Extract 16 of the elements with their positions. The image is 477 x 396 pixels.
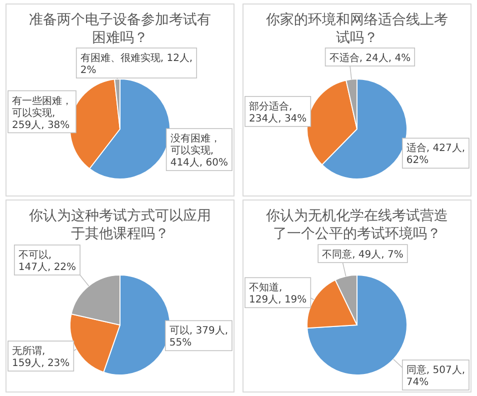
- slice-label: 没有困难，可以实现, 414人, 60%: [170, 132, 228, 169]
- slice-label: 可以, 379人, 55%: [169, 324, 228, 349]
- slice-label: 同意, 507人, 74%: [406, 364, 465, 388]
- slice-label: 无所谓, 159人, 23%: [12, 345, 70, 370]
- slice-label: 不同意, 49人, 7%: [322, 248, 404, 261]
- slice-label: 不知道, 129人, 19%: [249, 282, 307, 306]
- slice-label: 适合, 427人, 62%: [406, 142, 465, 166]
- chart-title: 你家的环境和网络适合线上考试吗？: [265, 12, 448, 46]
- slice-label: 有困难、很难实现, 12人, 2%: [80, 52, 193, 76]
- chart-title: 你认为这种考试方式可以应用于其他课程吗？: [28, 208, 211, 242]
- slice-label: 有一些困难，可以实现, 259人, 38%: [12, 94, 72, 131]
- slice-label: 部分适合, 234人, 34%: [249, 100, 307, 124]
- chart-title: 你认为无机化学在线考试营造了一个公平的考试环境吗？: [265, 208, 448, 242]
- slice-label: 不适合, 24人, 4%: [329, 52, 411, 64]
- chart-title: 准备两个电子设备参加考试有困难吗？: [29, 12, 211, 46]
- slice-label: 不可以, 147人, 22%: [18, 249, 76, 273]
